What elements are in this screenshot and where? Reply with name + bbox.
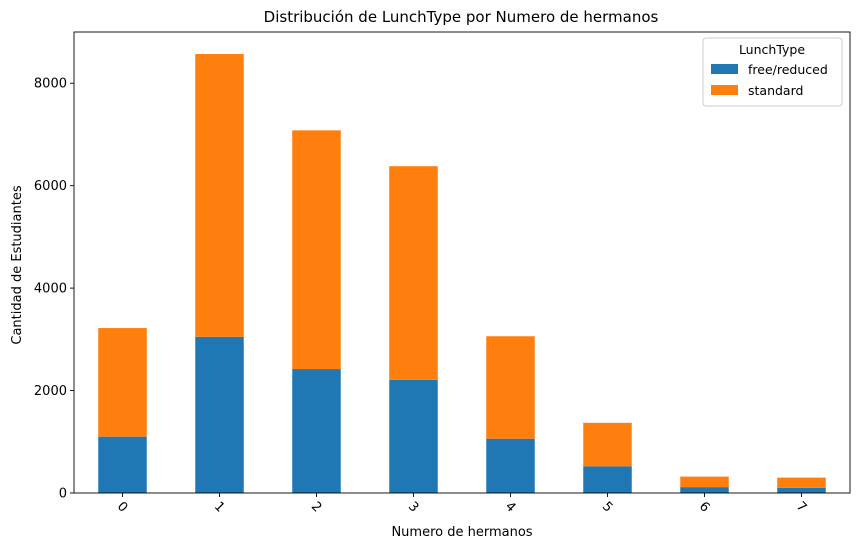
x-tick-label: 7 [793,499,809,515]
bar-standard-0 [98,328,147,437]
legend: LunchType free/reduced standard [702,37,843,107]
legend-label-standard: standard [748,83,803,98]
bar-free-reduced-0 [98,436,147,493]
bar-free-reduced-1 [195,336,244,493]
y-tick-label: 6000 [34,179,67,194]
plot-area: 0 2000 4000 6000 8000 0 1 2 3 4 5 6 7 [34,31,851,516]
x-tick-label: 0 [114,499,130,515]
axes-frame [73,31,851,494]
x-tick-label: 3 [405,499,421,515]
legend-swatch-free-reduced [711,64,738,74]
x-tick-label: 2 [308,499,324,515]
chart-title: Distribución de LunchType por Numero de … [264,8,659,26]
bar-standard-6 [680,476,729,488]
legend-title: LunchType [739,42,805,57]
bar-standard-1 [195,54,244,337]
x-tick-label: 6 [696,499,712,515]
x-tick-label: 5 [599,499,615,515]
bar-free-reduced-5 [583,466,632,493]
y-tick-label: 0 [59,487,67,502]
legend-label-free-reduced: free/reduced [748,62,828,77]
bar-standard-3 [389,166,438,380]
y-tick-label: 2000 [34,384,67,399]
bar-standard-5 [583,422,632,467]
bar-free-reduced-6 [680,487,729,493]
bar-free-reduced-2 [292,369,341,493]
x-axis-label: Numero de hermanos [391,525,532,540]
bar-free-reduced-7 [777,487,826,493]
x-tick-label: 4 [502,499,518,515]
y-axis-label: Cantidad de Estudiantes [10,185,25,344]
x-tick-label: 1 [211,499,227,515]
bar-free-reduced-3 [389,379,438,493]
bar-standard-4 [486,336,535,439]
legend-swatch-standard [711,85,738,95]
y-tick-label: 8000 [34,77,67,92]
bar-free-reduced-4 [486,438,535,493]
bar-standard-2 [292,130,341,370]
bar-standard-7 [777,477,826,488]
y-tick-label: 4000 [34,282,67,297]
